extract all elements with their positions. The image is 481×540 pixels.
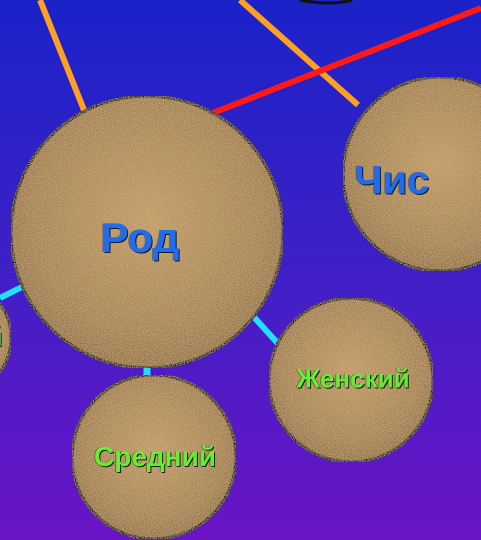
node-chis — [341, 75, 481, 273]
edge-orange-top-left — [37, 0, 91, 122]
node-label-rod: Род — [100, 214, 180, 261]
node-top-partial — [299, 0, 353, 5]
edge-red — [198, 5, 481, 121]
node-sredniy — [70, 373, 238, 540]
node-rod — [9, 94, 285, 370]
edge-orange-top-right — [238, 0, 360, 108]
node-label-zhenskiy: Женский — [296, 363, 410, 394]
node-label-sredniy: Средний — [93, 441, 217, 472]
node-label-chis: Чис — [354, 158, 430, 203]
node-label-left-partial: й — [0, 321, 3, 353]
node-left-partial — [0, 302, 13, 374]
node-zhenskiy — [267, 296, 435, 464]
